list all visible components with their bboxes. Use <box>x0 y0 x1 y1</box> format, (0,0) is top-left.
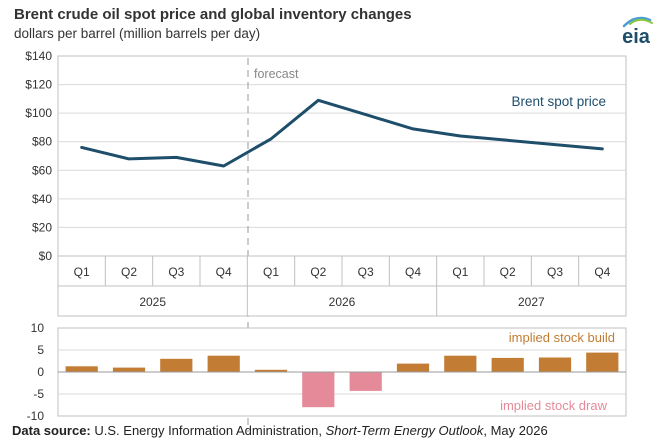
inventory-y-tick-label: 0 <box>37 365 44 379</box>
category-axis: Q1 Q2 Q3 Q4 Q1 Q2 Q3 Q4 Q1 Q2 Q3 Q4 2025 2026 2027 <box>57 255 627 317</box>
inventory-bar <box>444 355 477 372</box>
quarter-label: Q2 <box>310 265 326 279</box>
year-label: 2025 <box>139 295 166 309</box>
quarter-label: Q1 <box>74 265 90 279</box>
inventory-y-tick-label: 10 <box>31 321 45 335</box>
price-y-tick-label: $80 <box>32 135 52 149</box>
inventory-bars <box>65 352 619 408</box>
implied-stock-draw-label: implied stock draw <box>500 398 608 413</box>
price-y-axis: $0 $20 $40 $60 $80 $100 $120 $140 <box>25 49 52 263</box>
inventory-bar <box>65 366 98 372</box>
quarter-label: Q4 <box>216 265 232 279</box>
price-y-tick-label: $120 <box>25 78 52 92</box>
quarter-label: Q3 <box>547 265 563 279</box>
year-label: 2027 <box>518 295 545 309</box>
eia-logo: eia <box>622 16 653 48</box>
inventory-panel: 10 5 0 -5 -10 implied stock build implied st… <box>27 321 627 423</box>
footer-date: , May 2026 <box>483 423 548 438</box>
quarter-label: Q4 <box>405 265 421 279</box>
quarter-label: Q2 <box>121 265 137 279</box>
quarter-label: Q3 <box>358 265 374 279</box>
price-y-tick-label: $20 <box>32 220 52 234</box>
data-source-footer: Data source: U.S. Energy Information Adm… <box>12 423 548 438</box>
quarter-label: Q1 <box>452 265 468 279</box>
implied-stock-build-label: implied stock build <box>509 330 615 345</box>
price-gridlines <box>58 84 626 228</box>
inventory-bar <box>302 372 335 408</box>
price-y-tick-label: $0 <box>39 249 53 263</box>
quarter-label: Q2 <box>500 265 516 279</box>
inventory-bar <box>538 357 572 372</box>
series-label-brent: Brent spot price <box>511 94 606 109</box>
inventory-bar <box>349 372 382 391</box>
inventory-y-tick-label: -10 <box>27 409 45 423</box>
inventory-gridlines <box>58 349 626 395</box>
inventory-y-tick-label: 5 <box>37 343 44 357</box>
inventory-bar <box>160 358 193 372</box>
chart-title: Brent crude oil spot price and global in… <box>14 6 412 23</box>
inventory-bar <box>586 352 619 372</box>
inventory-bar <box>254 369 288 372</box>
forecast-label: forecast <box>254 67 299 81</box>
price-y-tick-label: $140 <box>25 49 52 63</box>
price-y-tick-label: $40 <box>32 192 52 206</box>
price-y-tick-label: $100 <box>25 106 52 120</box>
chart-subtitle: dollars per barrel (million barrels per … <box>14 26 261 41</box>
price-y-tick-label: $60 <box>32 163 52 177</box>
price-plot-area <box>57 55 627 257</box>
inventory-bar <box>207 355 240 372</box>
inventory-y-tick-label: -5 <box>33 387 44 401</box>
year-label: 2026 <box>329 295 356 309</box>
category-dividers <box>104 256 580 316</box>
quarter-label: Q4 <box>594 265 610 279</box>
eia-logo-text: eia <box>622 26 651 48</box>
brent-price-line <box>80 98 604 168</box>
inventory-bar <box>396 363 430 372</box>
year-labels: 2025 2026 2027 <box>139 295 545 309</box>
category-labels: Q1 Q2 Q3 Q4 Q1 Q2 Q3 Q4 Q1 Q2 Q3 Q4 <box>74 265 611 279</box>
quarter-label: Q1 <box>263 265 279 279</box>
footer-source: U.S. Energy Information Administration, <box>94 423 322 438</box>
inventory-y-axis: 10 5 0 -5 -10 <box>27 321 45 423</box>
footer-publication: Short-Term Energy Outlook <box>325 423 484 438</box>
quarter-label: Q3 <box>168 265 184 279</box>
inventory-bar <box>491 357 524 372</box>
footer-label: Data source: <box>12 423 91 438</box>
inventory-bar <box>112 367 146 372</box>
